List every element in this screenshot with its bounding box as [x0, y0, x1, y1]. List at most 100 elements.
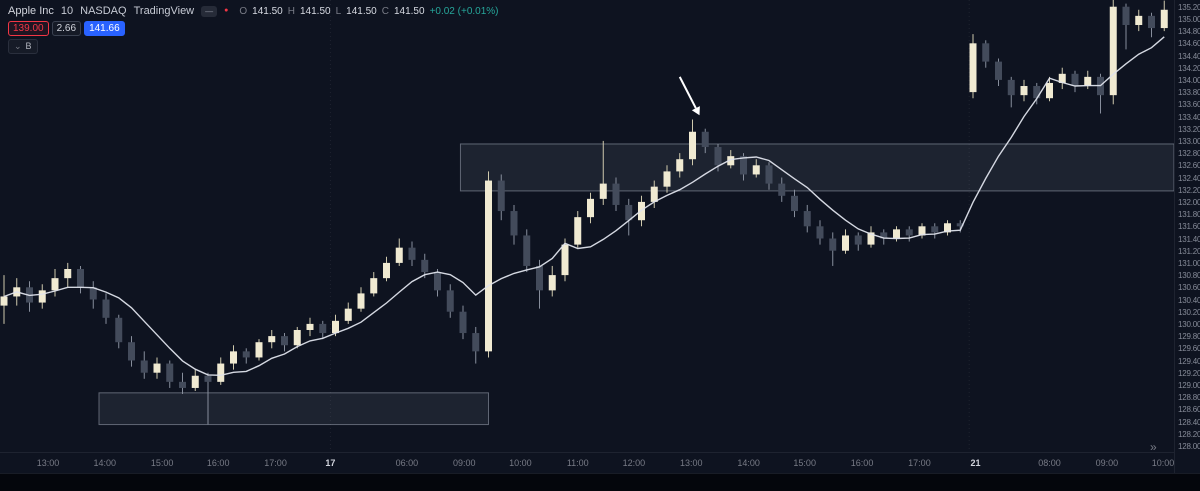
demand-zone-box[interactable]	[98, 392, 490, 426]
candle-body	[1135, 15, 1143, 26]
time-axis[interactable]: 13:00 14:00 15:00 16:00 17:00 17 06:00 09:00 10:…	[0, 452, 1174, 474]
price-tick-label: 132.40	[1178, 173, 1200, 183]
exchange-label[interactable]: NASDAQ	[80, 5, 127, 17]
time-tick-label: 15:00	[793, 458, 816, 468]
candle-body	[689, 131, 696, 160]
candle-body	[727, 156, 735, 166]
candle-body	[854, 235, 862, 245]
candle-body	[153, 363, 161, 373]
change-value: +0.02 (+0.01%)	[429, 5, 499, 17]
candle-body	[867, 232, 875, 245]
price-axis[interactable]: 135.20 135.00 134.80 134.60 134.40 134.20 134.…	[1174, 0, 1200, 473]
candle-body	[803, 211, 811, 227]
close-value: 141.50	[393, 5, 425, 17]
candle-body	[242, 351, 250, 358]
candle-body	[905, 229, 913, 236]
candle-body	[217, 363, 225, 382]
price-tick-label: 133.00	[1178, 136, 1200, 146]
price-tick-label: 128.80	[1178, 393, 1200, 403]
collapsed-indicator-pill[interactable]: ⌄ B	[8, 39, 38, 54]
candle-body	[446, 290, 454, 312]
chart-legend: Apple Inc 10 NASDAQ TradingView — ● O 141…	[8, 5, 499, 17]
low-label: L	[335, 5, 342, 17]
time-tick-label: 10:00	[1151, 458, 1175, 468]
position-tool-chips: 139.00 2.66 141.66	[8, 21, 125, 36]
candle-body	[956, 223, 964, 227]
bottom-toolbar	[0, 473, 1200, 491]
candle-body	[179, 381, 186, 388]
price-tick-label: 131.00	[1178, 258, 1200, 268]
candle-body	[1007, 79, 1015, 96]
price-tick-label: 128.40	[1178, 417, 1200, 427]
risk-value-chip[interactable]: 2.66	[51, 21, 82, 36]
candle-body	[599, 183, 607, 199]
time-tick-date-label: 17	[325, 458, 336, 468]
price-tick-label: 133.80	[1178, 88, 1200, 98]
candle-body	[191, 375, 199, 388]
goto-realtime-button[interactable]: »	[1150, 441, 1157, 453]
interval-label[interactable]: 10	[60, 5, 74, 17]
stop-price-chip[interactable]: 139.00	[8, 21, 49, 36]
price-tick-label: 134.60	[1178, 39, 1200, 49]
time-tick-label: 13:00	[679, 458, 703, 468]
candle-body	[255, 342, 263, 358]
candle-body	[344, 308, 352, 321]
candle-body	[319, 323, 327, 334]
time-tick-date-label: 21	[970, 458, 981, 468]
price-tick-label: 132.00	[1178, 197, 1200, 207]
price-tick-label: 130.80	[1178, 271, 1200, 281]
price-tick-label: 131.60	[1178, 222, 1200, 232]
candle-body	[1033, 86, 1041, 99]
candle-body	[383, 262, 390, 279]
candle-body	[778, 183, 786, 196]
time-tick-label: 12:00	[622, 458, 646, 468]
candle-body	[230, 351, 237, 364]
price-tick-label: 128.00	[1178, 441, 1200, 451]
price-tick-label: 130.40	[1178, 295, 1200, 305]
high-value: 141.50	[299, 5, 331, 17]
moving-average-line	[3, 36, 1165, 377]
price-tick-label: 132.60	[1178, 161, 1200, 171]
price-tick-label: 128.60	[1178, 405, 1200, 415]
price-tick-label: 130.60	[1178, 283, 1200, 293]
price-tick-label: 133.40	[1178, 112, 1200, 122]
symbol-name[interactable]: Apple Inc	[8, 5, 54, 17]
candle-body	[650, 186, 658, 202]
candle-body	[561, 244, 569, 276]
high-label: H	[287, 5, 295, 17]
candle-body	[982, 43, 990, 62]
price-tick-label: 133.20	[1178, 124, 1200, 134]
time-tick-label: 16:00	[850, 458, 874, 468]
price-tick-label: 133.60	[1178, 100, 1200, 110]
price-tick-label: 134.20	[1178, 63, 1200, 73]
price-tick-label: 130.00	[1178, 319, 1200, 329]
down-arrow-annotation[interactable]	[678, 76, 697, 109]
candle-body	[752, 165, 760, 175]
candle-body	[370, 278, 378, 294]
close-label: C	[381, 5, 389, 17]
candle-body	[969, 43, 977, 93]
time-tick-label: 08:00	[1038, 458, 1061, 468]
target-price-chip[interactable]: 141.66	[84, 21, 125, 36]
candle-body	[115, 317, 123, 343]
supply-zone-box[interactable]	[459, 143, 1174, 192]
candle-body	[995, 61, 1002, 80]
candlestick-chart[interactable]	[0, 0, 1174, 452]
price-tick-label: 132.20	[1178, 185, 1200, 195]
candle-body	[1160, 9, 1168, 29]
time-tick-label: 17:00	[908, 458, 931, 468]
price-tick-label: 134.40	[1178, 51, 1200, 61]
price-tick-label: 135.20	[1178, 2, 1200, 12]
candle-body	[931, 226, 939, 233]
down-arrow-head	[691, 106, 700, 116]
candle-body	[1020, 86, 1028, 96]
candle-body	[765, 165, 773, 184]
candle-body	[408, 247, 416, 260]
legend-toggle-icon[interactable]: —	[201, 5, 218, 17]
candle-body	[38, 290, 46, 303]
candle-body	[918, 226, 926, 236]
collapsed-indicator-label: B	[25, 41, 32, 51]
candle-body	[1058, 73, 1066, 83]
price-tick-label: 135.00	[1178, 14, 1200, 24]
